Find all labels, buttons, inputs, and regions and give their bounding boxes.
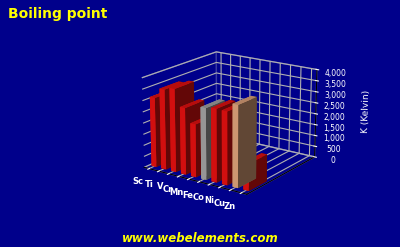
Text: www.webelements.com: www.webelements.com: [122, 231, 278, 245]
Text: Boiling point: Boiling point: [8, 7, 107, 21]
